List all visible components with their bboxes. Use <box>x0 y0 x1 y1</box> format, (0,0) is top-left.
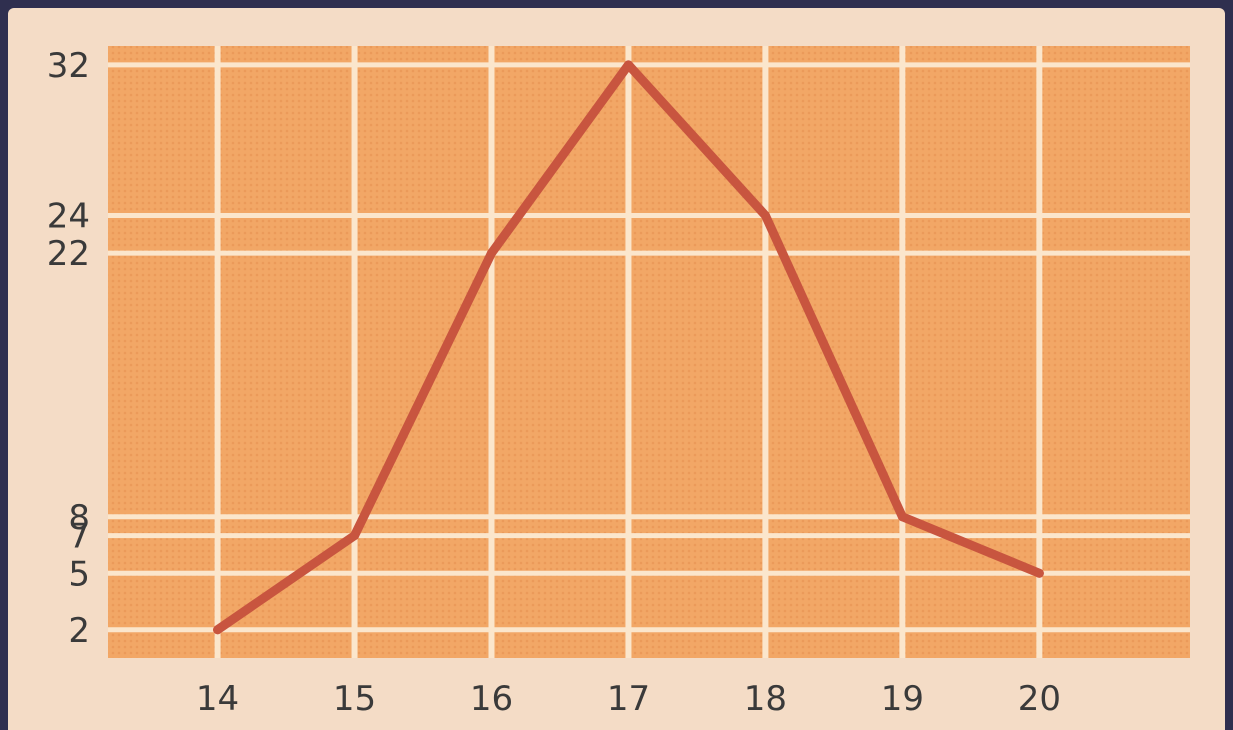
y-tick-label: 5 <box>68 554 90 594</box>
data-point <box>350 531 360 541</box>
x-tick-label: 16 <box>470 679 513 719</box>
data-point <box>623 60 633 70</box>
x-tick-label: 18 <box>744 679 787 719</box>
x-tick-label: 19 <box>881 679 924 719</box>
y-tick-label: 24 <box>47 196 90 236</box>
chart-frame: 14 15 16 17 18 19 20 2 5 7 8 22 24 32 <box>8 8 1225 730</box>
y-tick-label: 7 <box>68 517 90 557</box>
x-tick-label: 14 <box>196 679 239 719</box>
data-point <box>897 512 907 522</box>
y-tick-label: 22 <box>47 234 90 274</box>
x-tick-label: 17 <box>607 679 650 719</box>
x-tick-label: 20 <box>1018 679 1061 719</box>
x-axis-ticks: 14 15 16 17 18 19 20 <box>196 679 1061 719</box>
data-point <box>213 625 223 635</box>
x-tick-label: 15 <box>333 679 376 719</box>
series-layer <box>213 60 1044 635</box>
data-point <box>1034 568 1044 578</box>
y-tick-label: 8 <box>68 498 90 538</box>
y-tick-label: 32 <box>47 46 90 86</box>
data-point <box>486 248 496 258</box>
y-tick-label: 2 <box>68 611 90 651</box>
grid-lines <box>108 46 1190 658</box>
data-point <box>760 210 770 220</box>
plot-area <box>108 46 1190 658</box>
